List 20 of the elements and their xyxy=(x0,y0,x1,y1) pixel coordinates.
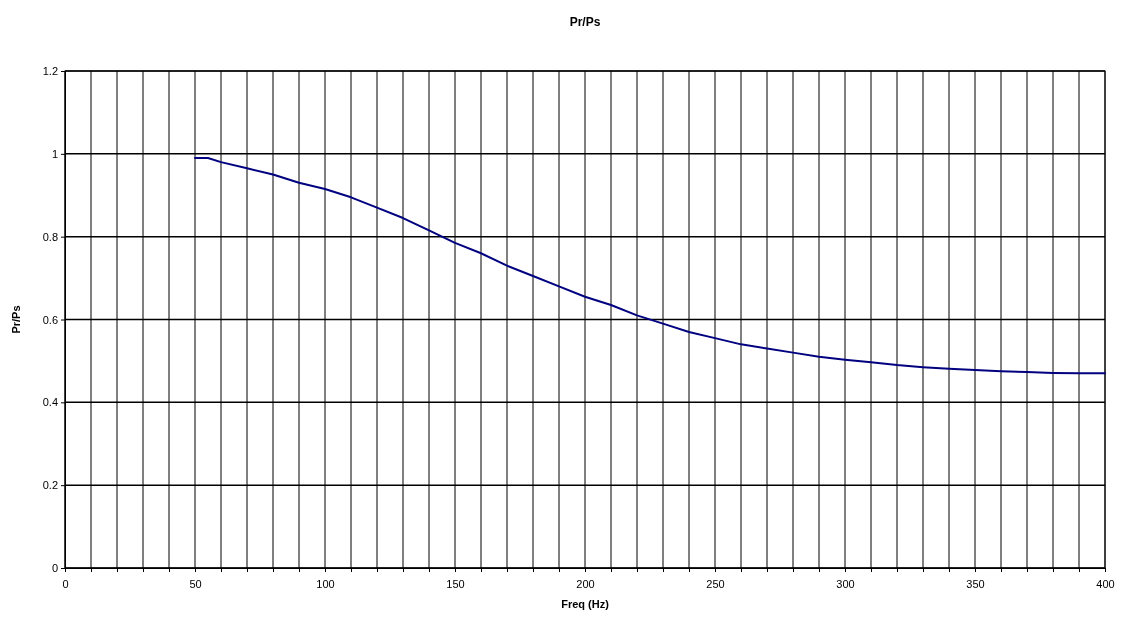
y-tick-label: 0.6 xyxy=(42,313,58,326)
x-tick-label: 250 xyxy=(706,578,725,591)
x-axis-title: Freq (Hz) xyxy=(561,598,610,610)
x-tick-label: 50 xyxy=(189,578,202,591)
x-tick-label: 150 xyxy=(446,578,465,591)
x-tick-label: 400 xyxy=(1096,578,1115,591)
y-tick-label: 0.8 xyxy=(42,230,58,243)
x-tick-label: 0 xyxy=(62,578,69,591)
y-tick-label: 1 xyxy=(51,147,58,160)
y-tick-label: 1.2 xyxy=(42,65,58,78)
chart-title: Pr/Ps xyxy=(569,15,601,29)
y-tick-label: 0 xyxy=(51,562,58,575)
y-axis-title: Pr/Ps xyxy=(10,305,22,334)
x-tick-label: 300 xyxy=(836,578,855,591)
x-tick-label: 100 xyxy=(316,578,335,591)
y-tick-label: 0.2 xyxy=(42,479,58,492)
x-tick-label: 350 xyxy=(966,578,985,591)
line-series xyxy=(194,156,1106,375)
y-tick-label: 0.4 xyxy=(42,396,58,409)
x-tick-label: 200 xyxy=(576,578,595,591)
